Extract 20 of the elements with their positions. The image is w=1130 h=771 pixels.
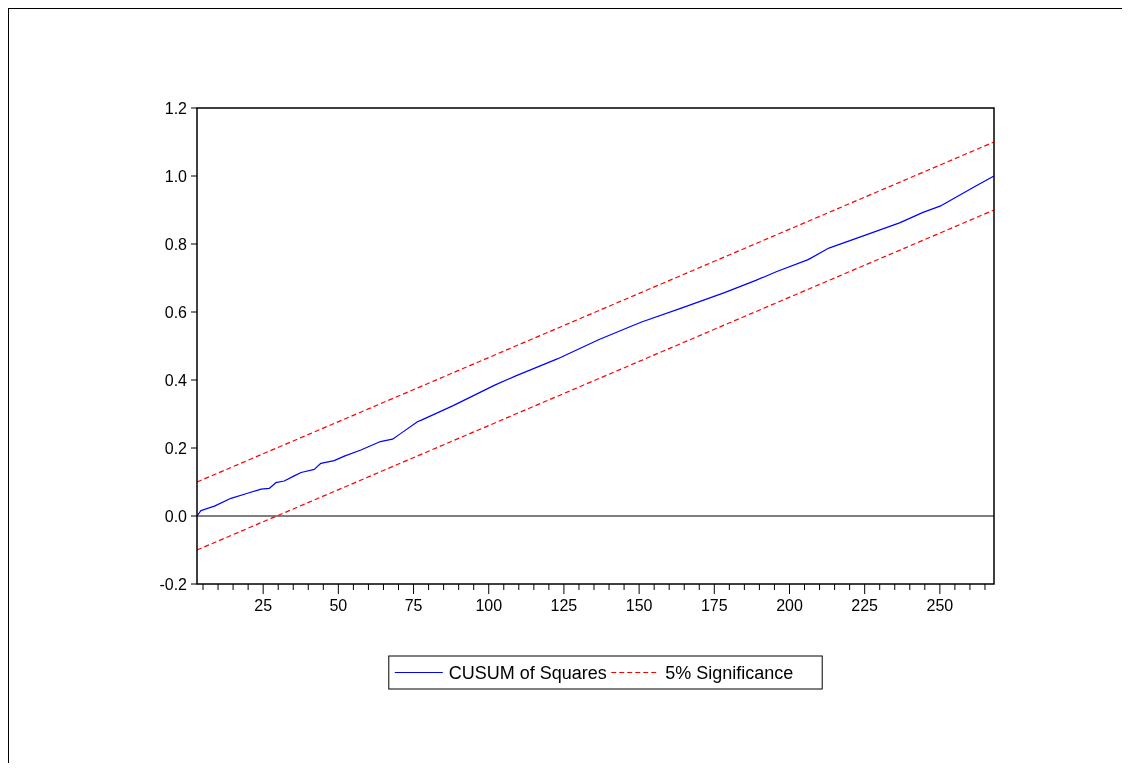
y-tick-label: 0.6	[164, 303, 188, 321]
legend-label: CUSUM of Squares	[448, 662, 607, 683]
x-tick-label: 50	[329, 597, 348, 614]
y-tick-label: 0.8	[164, 235, 188, 253]
x-tick-label: 200	[776, 597, 803, 614]
x-tick-label: 150	[625, 597, 653, 614]
y-tick-label: 1.2	[164, 99, 188, 117]
x-tick-label: 75	[404, 597, 423, 614]
y-tick-label: 0.0	[164, 507, 188, 525]
x-tick-label: 225	[851, 597, 879, 614]
y-tick-label: -0.2	[159, 575, 188, 593]
x-tick-label: 100	[475, 597, 503, 614]
x-tick-label: 25	[254, 597, 273, 614]
x-tick-label: 125	[550, 597, 578, 614]
y-tick-label: 0.4	[164, 371, 188, 389]
y-tick-label: 1.0	[164, 167, 188, 185]
x-tick-label: 250	[926, 597, 954, 614]
x-tick-label: 175	[700, 597, 728, 614]
y-tick-label: 0.2	[164, 439, 188, 457]
legend-label: 5% Significance	[665, 662, 794, 683]
